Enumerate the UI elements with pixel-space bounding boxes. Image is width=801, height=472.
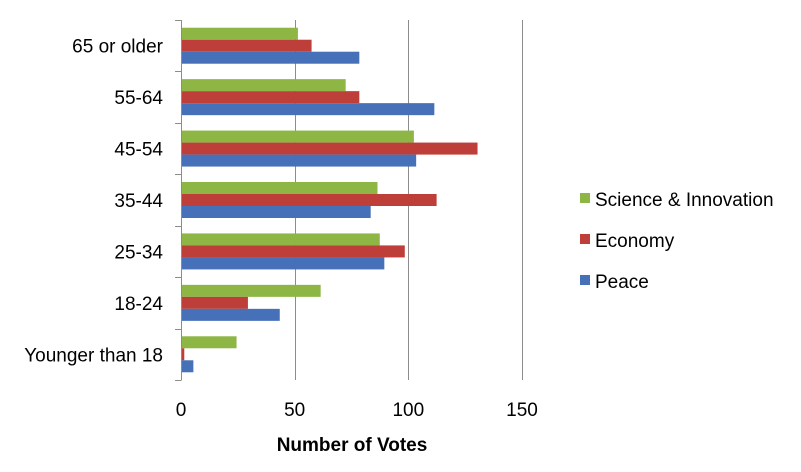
bar-economy-35-44	[182, 194, 437, 206]
bar-science-and-innovation-25-34	[182, 233, 380, 246]
bar-science-and-innovation-35-44	[182, 182, 378, 194]
x-tick-label-0: 0	[176, 400, 187, 421]
x-tick-label-150: 150	[506, 400, 538, 421]
bar-economy-25-34	[182, 245, 405, 258]
legend-swatch-science-and-innovation	[580, 193, 590, 203]
y-tick-label-35-44: 35-44	[114, 191, 163, 212]
bar-peace-45-54	[182, 154, 417, 167]
y-tick-label-45-54: 45-54	[114, 140, 163, 161]
legend-swatch-economy	[580, 234, 590, 244]
axes	[175, 20, 182, 381]
y-tick-labels: Younger than 18 18-24 25-34 35-44 45-54 55-64…	[24, 37, 163, 367]
legend-label-peace: Peace	[595, 272, 649, 293]
legend: Science & Innovation Economy Peace	[580, 190, 774, 293]
bar-science-and-innovation-55-64	[182, 79, 346, 92]
y-tick-label-25-34: 25-34	[114, 242, 163, 263]
y-tick-label-65-or-older: 65 or older	[72, 37, 164, 58]
bar-science-and-innovation-45-54	[182, 130, 414, 143]
y-tick-label-younger-than-18: Younger than 18	[24, 345, 163, 366]
bar-economy-65-or-older	[182, 39, 312, 52]
x-axis-title: Number of Votes	[277, 435, 428, 456]
bar-peace-25-34	[182, 257, 385, 270]
legend-label-economy: Economy	[595, 231, 675, 252]
bar-peace-35-44	[182, 206, 371, 218]
bar-peace-55-64	[182, 103, 435, 116]
bar-peace-younger-than-18	[182, 360, 194, 373]
bar-economy-45-54	[182, 142, 478, 155]
bar-peace-65-or-older	[182, 51, 360, 64]
bars	[182, 27, 478, 373]
legend-label-science-and-innovation: Science & Innovation	[595, 190, 774, 211]
bar-economy-18-24	[182, 296, 248, 309]
y-tick-label-55-64: 55-64	[114, 88, 163, 109]
bar-science-and-innovation-65-or-older	[182, 27, 298, 40]
x-tick-labels: 0 50 100 150	[176, 400, 538, 421]
bar-economy-younger-than-18	[182, 348, 185, 361]
bar-economy-55-64	[182, 91, 360, 104]
bar-science-and-innovation-18-24	[182, 284, 321, 297]
bar-peace-18-24	[182, 308, 280, 321]
x-tick-label-50: 50	[284, 400, 305, 421]
x-tick-label-100: 100	[392, 400, 424, 421]
bar-science-and-innovation-younger-than-18	[182, 336, 237, 349]
legend-swatch-peace	[580, 275, 590, 285]
y-tick-label-18-24: 18-24	[114, 294, 163, 315]
